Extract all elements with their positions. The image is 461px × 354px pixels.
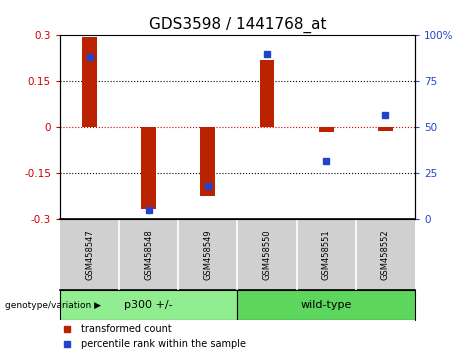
Bar xyxy=(378,127,393,131)
Text: GSM458552: GSM458552 xyxy=(381,229,390,280)
Text: percentile rank within the sample: percentile rank within the sample xyxy=(81,339,246,349)
Bar xyxy=(82,37,97,127)
Text: GSM458548: GSM458548 xyxy=(144,229,153,280)
Text: GSM458550: GSM458550 xyxy=(262,229,272,280)
Bar xyxy=(319,127,334,132)
Bar xyxy=(60,290,237,320)
Text: GSM458547: GSM458547 xyxy=(85,229,94,280)
Text: p300 +/-: p300 +/- xyxy=(124,300,173,310)
Bar xyxy=(141,127,156,209)
Text: genotype/variation ▶: genotype/variation ▶ xyxy=(5,301,100,310)
Text: GSM458549: GSM458549 xyxy=(203,229,213,280)
Title: GDS3598 / 1441768_at: GDS3598 / 1441768_at xyxy=(148,16,326,33)
Bar xyxy=(260,60,274,127)
Text: GSM458551: GSM458551 xyxy=(322,229,331,280)
Bar xyxy=(237,290,415,320)
Bar xyxy=(201,127,215,196)
Text: transformed count: transformed count xyxy=(81,324,172,334)
Text: wild-type: wild-type xyxy=(301,300,352,310)
